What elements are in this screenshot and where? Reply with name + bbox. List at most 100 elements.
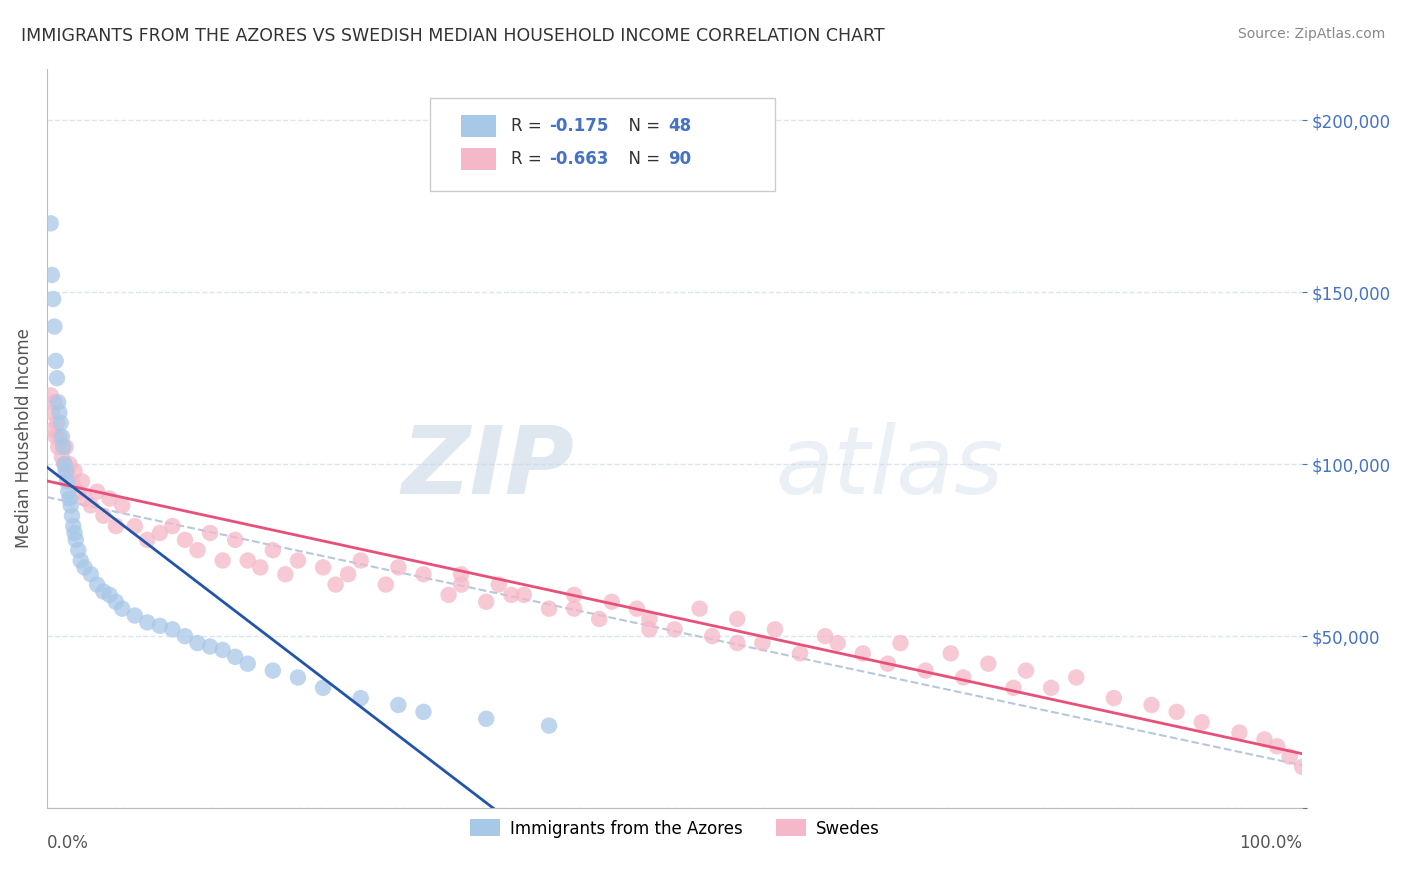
Point [63, 526, 86, 541]
Point [638, 622, 661, 636]
Point [725, 612, 748, 626]
Point [1265, 739, 1288, 754]
Point [914, 664, 936, 678]
Text: atlas: atlas [775, 423, 1004, 514]
Point [39, 216, 62, 230]
Point [45, 354, 67, 368]
Point [98, 491, 121, 506]
Text: ZIP: ZIP [401, 422, 574, 514]
Point [51, 450, 73, 465]
Point [312, 560, 335, 574]
FancyBboxPatch shape [430, 98, 775, 191]
Point [53, 457, 76, 471]
Point [58, 484, 80, 499]
Point [1253, 732, 1275, 747]
Point [41, 406, 63, 420]
Point [689, 601, 711, 615]
Point [186, 636, 208, 650]
Point [80, 567, 103, 582]
Point [44, 319, 66, 334]
Point [827, 636, 849, 650]
Point [262, 543, 284, 558]
Text: R =: R = [512, 117, 547, 136]
Point [111, 601, 134, 615]
Point [1291, 760, 1313, 774]
Text: 48: 48 [668, 117, 692, 136]
Point [62, 519, 84, 533]
Point [814, 629, 837, 643]
Point [39, 388, 62, 402]
Point [952, 670, 974, 684]
Point [70, 475, 93, 489]
Point [198, 640, 221, 654]
Point [149, 619, 172, 633]
Point [174, 629, 197, 643]
Point [211, 553, 233, 567]
Text: 0.0%: 0.0% [46, 834, 89, 852]
Point [450, 577, 472, 591]
Point [412, 705, 434, 719]
Point [46, 440, 69, 454]
Point [1278, 749, 1301, 764]
Point [224, 533, 246, 547]
Point [186, 543, 208, 558]
Point [600, 595, 623, 609]
Point [98, 588, 121, 602]
Point [763, 622, 786, 636]
Point [325, 577, 347, 591]
Point [249, 560, 271, 574]
Text: Source: ZipAtlas.com: Source: ZipAtlas.com [1237, 27, 1385, 41]
Point [67, 543, 90, 558]
Point [475, 712, 498, 726]
Point [638, 612, 661, 626]
Point [562, 601, 585, 615]
Point [562, 588, 585, 602]
Point [287, 553, 309, 567]
Point [626, 601, 648, 615]
Point [287, 670, 309, 684]
Point [86, 577, 108, 591]
Point [162, 622, 184, 636]
Point [111, 499, 134, 513]
Point [198, 526, 221, 541]
Point [48, 430, 70, 444]
Point [42, 292, 65, 306]
Point [124, 519, 146, 533]
Point [350, 691, 373, 706]
Point [69, 553, 91, 567]
Point [80, 499, 103, 513]
Point [49, 416, 72, 430]
Point [1002, 681, 1025, 695]
Point [274, 567, 297, 582]
Point [889, 636, 911, 650]
Text: N =: N = [619, 117, 665, 136]
Text: IMMIGRANTS FROM THE AZORES VS SWEDISH MEDIAN HOUSEHOLD INCOME CORRELATION CHART: IMMIGRANTS FROM THE AZORES VS SWEDISH ME… [21, 27, 884, 45]
Point [58, 457, 80, 471]
Point [450, 567, 472, 582]
Point [513, 588, 536, 602]
Point [751, 636, 773, 650]
Point [41, 268, 63, 282]
Point [537, 601, 560, 615]
Point [104, 519, 127, 533]
Point [45, 416, 67, 430]
Point [488, 577, 510, 591]
Point [56, 475, 79, 489]
Point [262, 664, 284, 678]
Point [59, 499, 82, 513]
Point [51, 430, 73, 444]
Point [63, 464, 86, 478]
Text: N =: N = [619, 150, 665, 168]
Point [55, 440, 77, 454]
Point [1191, 715, 1213, 730]
Text: -0.175: -0.175 [548, 117, 609, 136]
Point [501, 588, 523, 602]
Point [1229, 725, 1251, 739]
Point [52, 440, 75, 454]
Point [58, 491, 80, 506]
Point [73, 491, 96, 506]
Point [93, 584, 115, 599]
Point [174, 533, 197, 547]
Point [1015, 664, 1038, 678]
Point [664, 622, 686, 636]
